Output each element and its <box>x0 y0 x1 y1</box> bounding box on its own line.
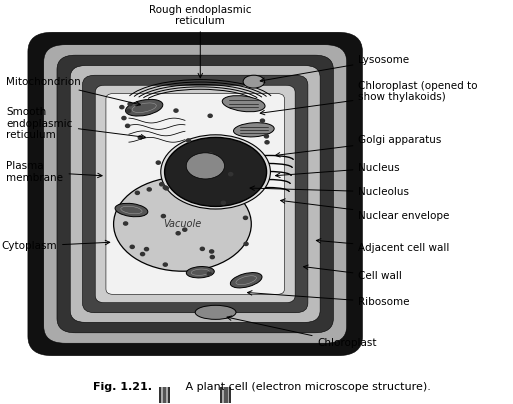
Circle shape <box>120 105 124 109</box>
Circle shape <box>210 255 214 259</box>
Text: Adjacent cell wall: Adjacent cell wall <box>317 239 450 253</box>
Circle shape <box>174 109 178 112</box>
FancyBboxPatch shape <box>28 32 363 356</box>
Text: Plasma
membrane: Plasma membrane <box>7 161 102 183</box>
FancyBboxPatch shape <box>65 286 109 320</box>
Circle shape <box>221 201 225 204</box>
Circle shape <box>124 222 128 225</box>
Text: Nucleus: Nucleus <box>275 163 400 177</box>
Circle shape <box>209 153 213 156</box>
FancyBboxPatch shape <box>282 67 325 102</box>
Text: Vacuole: Vacuole <box>163 219 202 229</box>
Circle shape <box>128 103 132 106</box>
Circle shape <box>176 231 180 235</box>
Ellipse shape <box>222 96 265 112</box>
Circle shape <box>147 188 151 191</box>
Ellipse shape <box>195 305 236 319</box>
Bar <box>163 387 166 404</box>
Circle shape <box>156 161 161 164</box>
Circle shape <box>163 263 167 266</box>
Text: Nuclear envelope: Nuclear envelope <box>281 199 450 221</box>
FancyBboxPatch shape <box>83 75 308 313</box>
Text: Lysosome: Lysosome <box>260 55 409 82</box>
Text: Mitochondrion: Mitochondrion <box>7 77 141 106</box>
FancyBboxPatch shape <box>287 290 320 316</box>
Bar <box>159 387 170 404</box>
Text: Nucleolus: Nucleolus <box>250 186 409 197</box>
Text: Ribosome: Ribosome <box>247 290 410 307</box>
Circle shape <box>160 183 164 186</box>
Circle shape <box>265 141 269 144</box>
FancyBboxPatch shape <box>65 67 109 102</box>
Ellipse shape <box>165 137 267 206</box>
FancyBboxPatch shape <box>95 85 295 303</box>
Ellipse shape <box>113 177 251 271</box>
Circle shape <box>208 114 212 118</box>
Ellipse shape <box>243 75 265 88</box>
Text: Rough endoplasmic
reticulum: Rough endoplasmic reticulum <box>149 4 251 78</box>
Ellipse shape <box>186 267 214 278</box>
FancyBboxPatch shape <box>70 65 320 322</box>
Circle shape <box>244 242 248 246</box>
FancyBboxPatch shape <box>282 286 325 320</box>
Text: A plant cell (electron microscope structure).: A plant cell (electron microscope struct… <box>183 382 431 392</box>
Circle shape <box>135 191 140 194</box>
Bar <box>224 387 228 404</box>
Circle shape <box>141 252 145 256</box>
Circle shape <box>200 247 204 250</box>
Text: Fig. 1.21.: Fig. 1.21. <box>93 382 152 392</box>
Circle shape <box>186 139 190 142</box>
FancyBboxPatch shape <box>44 45 347 343</box>
Bar <box>220 387 231 404</box>
FancyBboxPatch shape <box>57 55 333 333</box>
FancyBboxPatch shape <box>106 94 284 294</box>
Text: Smooth
endoplasmic
reticulum: Smooth endoplasmic reticulum <box>7 107 146 140</box>
Circle shape <box>264 135 268 138</box>
Circle shape <box>126 124 130 127</box>
Text: Chloroplast (opened to
show thylakoids): Chloroplast (opened to show thylakoids) <box>260 81 478 115</box>
Circle shape <box>164 187 168 190</box>
Ellipse shape <box>161 135 270 209</box>
Circle shape <box>122 116 126 120</box>
FancyBboxPatch shape <box>75 294 98 312</box>
Text: Chloroplast: Chloroplast <box>227 316 377 348</box>
Ellipse shape <box>126 99 163 116</box>
FancyBboxPatch shape <box>292 294 315 312</box>
Circle shape <box>127 109 131 113</box>
Bar <box>161 387 168 404</box>
Ellipse shape <box>186 153 225 179</box>
FancyBboxPatch shape <box>292 76 315 94</box>
Circle shape <box>138 136 142 139</box>
Circle shape <box>229 173 233 176</box>
Bar <box>223 387 229 404</box>
Text: Cytoplasm: Cytoplasm <box>2 240 110 251</box>
Text: Golgi apparatus: Golgi apparatus <box>275 135 442 157</box>
FancyBboxPatch shape <box>75 76 98 94</box>
FancyBboxPatch shape <box>287 72 320 98</box>
FancyBboxPatch shape <box>70 72 104 98</box>
Circle shape <box>210 250 214 253</box>
FancyBboxPatch shape <box>70 290 104 316</box>
Circle shape <box>163 186 167 189</box>
Circle shape <box>162 215 165 218</box>
Circle shape <box>183 228 187 231</box>
Ellipse shape <box>233 123 274 137</box>
Ellipse shape <box>115 203 148 217</box>
Circle shape <box>207 272 211 276</box>
Text: Cell wall: Cell wall <box>304 265 402 281</box>
Ellipse shape <box>230 273 262 288</box>
Circle shape <box>261 119 265 122</box>
Circle shape <box>244 216 248 219</box>
Circle shape <box>145 248 149 251</box>
Circle shape <box>130 245 134 248</box>
